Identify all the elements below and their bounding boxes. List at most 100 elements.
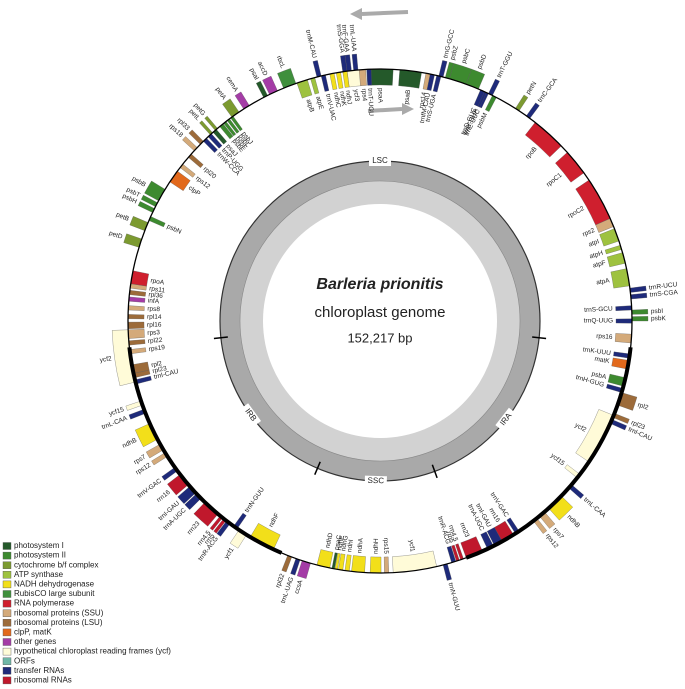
- ir-arc: [465, 347, 633, 560]
- legend-label: transfer RNAs: [14, 666, 64, 675]
- gene-label: psbB: [131, 175, 147, 188]
- legend-label: ATP synthase: [14, 570, 64, 579]
- gene-label: atpE: [314, 96, 324, 111]
- gene-label: rps3: [147, 329, 160, 337]
- gene-box: [169, 170, 191, 191]
- gene-label: psaA: [376, 88, 383, 103]
- legend-label: other genes: [14, 637, 56, 646]
- region-label: LSC: [372, 156, 388, 165]
- gene-label: cemA: [224, 75, 239, 93]
- gene-label: ndhF: [268, 512, 281, 528]
- legend-label: photosystem II: [14, 551, 66, 560]
- gene-label: rbcL: [275, 55, 286, 70]
- legend-label: photosystem I: [14, 541, 64, 550]
- legend-label: cytochrome b/f complex: [14, 560, 98, 569]
- gene-label: ycf2: [573, 422, 587, 434]
- gene-label: trnN-GUU: [244, 486, 266, 514]
- legend-swatch: [2, 609, 12, 617]
- gene-box: [127, 329, 145, 339]
- legend-label: ribosomal proteins (SSU): [14, 608, 104, 617]
- gene-box: [188, 153, 204, 168]
- gene-box: [631, 316, 649, 322]
- gene-box: [281, 555, 292, 573]
- strand-arrow-head: [402, 103, 414, 115]
- gene-label: psaC: [334, 534, 344, 551]
- gene-label: petD: [108, 230, 124, 241]
- gene-box: [310, 77, 320, 95]
- gene-box: [336, 71, 344, 89]
- gene-label: rps8: [147, 306, 160, 314]
- gene-label: clpP: [187, 185, 201, 198]
- gene-box: [312, 60, 322, 78]
- gene-label: psbA: [591, 371, 608, 382]
- gene-label: psbD: [476, 53, 488, 70]
- gene-label: rpoC1: [545, 172, 563, 189]
- gene-label: psaI: [248, 67, 260, 81]
- gene-label: ndhJ: [344, 90, 353, 105]
- gene-label: rps15: [382, 538, 389, 555]
- gene-box: [604, 245, 622, 255]
- gene-box: [351, 53, 359, 71]
- gene-label: trnC-GCA: [537, 76, 560, 104]
- title: Barleria prionitis: [316, 276, 443, 293]
- gc-midline: [239, 180, 521, 462]
- gene-box: [488, 78, 500, 96]
- gene-label: rpoB: [524, 146, 538, 161]
- gene-label: trnL-CAA: [101, 415, 129, 431]
- legend-label: hypothetical chloroplast reading frames …: [14, 647, 171, 656]
- gene-box: [369, 556, 382, 574]
- gene-label: rpoA: [150, 277, 165, 286]
- gene-label: ccsA: [294, 579, 305, 595]
- gene-label: rrn5: [445, 531, 455, 545]
- gene-label: petB: [115, 211, 130, 223]
- region-label: SSC: [367, 476, 384, 485]
- gene-box: [129, 290, 146, 297]
- gene-box: [128, 296, 146, 303]
- gene-label: rps11: [149, 285, 166, 294]
- strand-arrow: [367, 107, 403, 113]
- legend-swatch: [2, 571, 12, 579]
- gene-label: rrn23: [186, 520, 202, 536]
- legend-swatch: [2, 647, 12, 656]
- gene-label: rpl36: [148, 291, 164, 300]
- gene-label: trnL-UAA: [348, 24, 358, 52]
- gene-box: [630, 292, 648, 300]
- region-label-bg: [495, 407, 517, 432]
- gene-box: [351, 555, 366, 573]
- legend-swatch: [2, 561, 12, 569]
- gene-label: ndhH: [373, 538, 380, 554]
- legend-swatch: [2, 590, 12, 598]
- region-boundary: [314, 461, 321, 476]
- gene-box: [631, 309, 649, 315]
- legend-label: ORFs: [14, 656, 35, 665]
- gene-box: [344, 554, 352, 572]
- gene-label: trnS-CGA: [649, 289, 678, 299]
- legend-swatch: [2, 628, 12, 637]
- gene-label: ndhG: [340, 535, 349, 552]
- gene-label: matK: [594, 356, 611, 366]
- gene-box: [148, 216, 166, 228]
- gene-box: [130, 270, 149, 287]
- strand-arrow-head: [350, 8, 362, 20]
- gene-label: atpA: [596, 277, 611, 286]
- legend-swatch: [2, 551, 12, 560]
- gene-box: [296, 560, 311, 579]
- gene-label: rps14: [418, 91, 428, 109]
- subtitle: chloroplast genome: [315, 304, 446, 321]
- gene-box: [485, 95, 497, 112]
- gene-label: trnQ-UUG: [584, 318, 613, 325]
- gene-label: rps4: [360, 88, 368, 101]
- gene-label: trnS-GGA: [335, 24, 346, 54]
- gene-label: ndhB: [121, 437, 138, 450]
- gene-box: [129, 347, 147, 355]
- legend-swatch: [2, 599, 12, 608]
- legend-swatch: [2, 619, 12, 627]
- gene-box: [615, 305, 632, 311]
- gene-box: [277, 68, 297, 89]
- gene-box: [358, 69, 367, 86]
- legend-swatch: [2, 676, 12, 685]
- gene-box: [366, 68, 372, 86]
- legend-label: RNA polymerase: [14, 599, 75, 608]
- gene-label: ycf1: [223, 546, 236, 560]
- gene-label: rpl16: [147, 322, 162, 329]
